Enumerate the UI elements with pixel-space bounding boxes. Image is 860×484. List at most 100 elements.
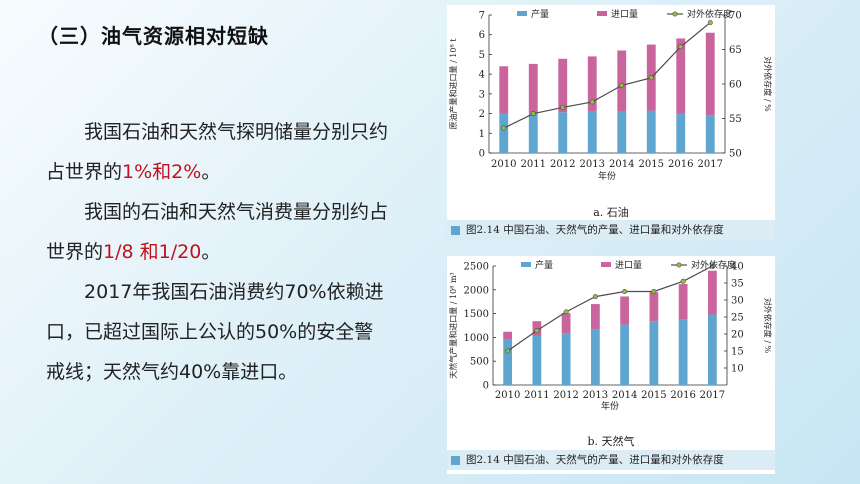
legend-dependence-label: 对外依存度	[687, 8, 732, 20]
y2-tick-label: 55	[729, 114, 742, 125]
dependence-point	[648, 75, 654, 81]
y-tick-label: 1500	[464, 309, 489, 320]
import-bar	[707, 270, 717, 315]
x-tick-label: 2015	[641, 390, 666, 401]
x-tick-label: 2013	[583, 390, 608, 401]
y-tick-label: 4	[479, 70, 485, 81]
slide-title: （三）油气资源相对短缺	[38, 24, 269, 48]
dependence-point	[651, 288, 657, 294]
import-bar	[499, 66, 509, 113]
y-tick-label: 6	[479, 30, 485, 41]
import-bar	[705, 32, 715, 116]
reserves-text: 我国石油和天然气探明储量分别只约占世界的	[46, 121, 389, 183]
y2-tick-label: 70	[729, 11, 742, 22]
x-axis-label: 年份	[598, 170, 616, 182]
y-tick-label: 500	[470, 357, 489, 368]
y-tick-label: 1000	[464, 333, 489, 344]
y-tick-label: 0	[483, 381, 489, 392]
import-bar	[558, 58, 568, 113]
caption-square-icon	[451, 455, 460, 465]
dependence-point	[622, 288, 628, 294]
dependence-point	[505, 348, 511, 354]
production-bar	[528, 112, 538, 153]
dependence-point	[501, 125, 507, 131]
reserves-share-highlight: 1%和2%	[122, 161, 202, 183]
oil-chart-subcaption: a. 石油	[593, 206, 629, 219]
y2-tick-label: 30	[731, 296, 744, 307]
legend-dependence-marker	[672, 11, 678, 17]
x-tick-label: 2016	[670, 390, 695, 401]
legend-import-swatch	[601, 262, 611, 267]
gas-chart: 0 500 1000 1500 2000 2500 10 15 20 25 30 35 40 2010 20…	[448, 259, 773, 412]
x-axis-label: 年份	[601, 400, 619, 412]
x-tick-label: 2017	[698, 159, 723, 170]
legend-dependence-label: 对外依存度	[691, 259, 736, 271]
import-bar	[590, 304, 600, 330]
legend-import-swatch	[597, 11, 607, 16]
x-tick-label: 2011	[521, 159, 546, 170]
figure-caption-oil: 图2.14 中国石油、天然气的产量、进口量和对外依存度	[447, 220, 775, 240]
dependence-line	[507, 265, 713, 352]
dependence-line	[503, 22, 711, 129]
dependence-point	[707, 20, 713, 26]
production-bar	[649, 321, 659, 385]
y-tick-label: 3	[479, 89, 485, 100]
figure-caption-text: 图2.14 中国石油、天然气的产量、进口量和对外依存度	[466, 224, 724, 236]
figure-caption-text: 图2.14 中国石油、天然气的产量、进口量和对外依存度	[466, 454, 724, 466]
paragraph-dependence: 2017年我国石油消费约70%依赖进口，已超过国际上公认的50%的安全警戒线；天…	[46, 272, 391, 392]
dependence-point	[709, 263, 715, 269]
x-tick-label: 2017	[700, 390, 725, 401]
import-bar	[620, 296, 630, 325]
production-bar	[707, 314, 717, 385]
y-axis-label: 天然气产量和进口量 / 10⁸ m³	[448, 272, 458, 379]
y2-tick-label: 65	[729, 45, 742, 56]
y-tick-label: 0	[479, 149, 485, 160]
legend-dependence-marker	[676, 262, 682, 268]
production-bar	[620, 324, 630, 385]
legend-production-swatch	[521, 262, 531, 267]
x-tick-label: 2014	[609, 159, 634, 170]
production-bar	[617, 111, 627, 153]
dependence-point	[563, 309, 569, 315]
production-bar	[503, 339, 513, 385]
dependence-point	[619, 82, 625, 88]
production-bar	[590, 329, 600, 385]
production-bar	[558, 112, 568, 153]
legend-import-label: 进口量	[611, 9, 638, 20]
reserves-end: 。	[201, 161, 221, 183]
x-tick-label: 2016	[668, 159, 693, 170]
dependence-point	[680, 278, 686, 284]
x-tick-label: 2015	[639, 159, 664, 170]
x-tick-label: 2010	[491, 159, 516, 170]
slide-body: 我国石油和天然气探明储量分别只约占世界的1%和2%。 我国的石油和天然气消费量分…	[46, 112, 391, 392]
production-bar	[678, 319, 688, 385]
gas-chart-panel: 0 500 1000 1500 2000 2500 10 15 20 25 30 35 40 2010 20…	[447, 256, 775, 474]
consumption-end: 。	[201, 241, 221, 263]
import-bar	[676, 38, 686, 114]
dependence-point	[560, 104, 566, 110]
consumption-text: 我国的石油和天然气消费量分别约占世界的	[46, 201, 389, 263]
oil-chart-panel: 0 1 2 3 4 5 6 7 50 55 60 65 70 2010 2011 2012 2013 2014 20…	[447, 5, 775, 240]
import-bar	[649, 292, 659, 322]
paragraph-reserves: 我国石油和天然气探明储量分别只约占世界的1%和2%。	[46, 112, 391, 192]
import-bar	[528, 63, 538, 113]
oil-chart: 0 1 2 3 4 5 6 7 50 55 60 65 70 2010 2011 2012 2013 2014 20…	[448, 8, 773, 182]
y2-tick-label: 60	[729, 80, 742, 91]
y-axis-label: 原油产量和进口量 / 10⁸ t	[448, 38, 458, 130]
figure-caption-gas: 图2.14 中国石油、天然气的产量、进口量和对外依存度	[447, 450, 775, 470]
y2-tick-label: 35	[731, 279, 744, 290]
x-tick-label: 2011	[524, 390, 549, 401]
y2-tick-label: 10	[731, 364, 744, 375]
legend-production-swatch	[517, 11, 527, 16]
dependence-text: 2017年我国石油消费约70%依赖进口，已超过国际上公认的50%的安全警戒线；天…	[46, 281, 384, 383]
y-tick-label: 7	[479, 11, 485, 22]
production-bar	[499, 112, 509, 153]
legend-production-label: 产量	[531, 8, 549, 20]
dependence-point	[592, 294, 598, 300]
y2-axis-label: 对外依存度 / %	[763, 298, 773, 354]
y2-tick-label: 25	[731, 313, 744, 324]
production-bar	[676, 113, 686, 153]
caption-square-icon	[451, 225, 460, 235]
x-tick-label: 2010	[495, 390, 520, 401]
dependence-point	[678, 44, 684, 50]
